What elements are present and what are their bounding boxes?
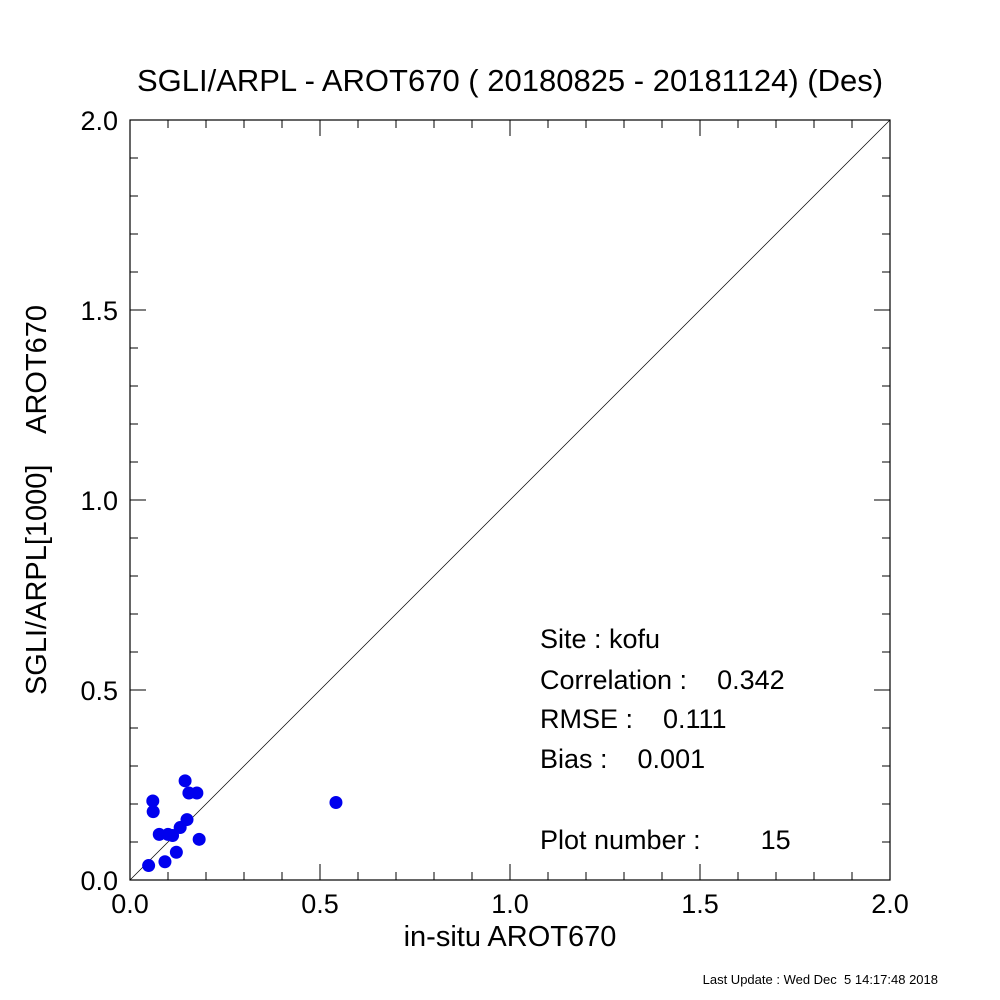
x-axis-label: in-situ AROT670 xyxy=(404,921,617,953)
minor-ticks xyxy=(130,120,890,880)
data-point xyxy=(329,795,343,809)
plot-number-annotation: Plot number : 15 xyxy=(540,825,791,855)
y-tick-label: 0.5 xyxy=(80,676,118,706)
y-tick-label: 1.5 xyxy=(80,296,118,326)
data-point xyxy=(146,794,160,808)
data-point xyxy=(178,774,192,788)
y-tick-labels: 0.0 0.5 1.0 1.5 2.0 xyxy=(80,106,118,896)
x-tick-labels: 0.0 0.5 1.0 1.5 2.0 xyxy=(111,889,909,919)
x-tick-label: 0.5 xyxy=(301,889,339,919)
x-tick-label: 1.5 xyxy=(681,889,719,919)
chart-title: SGLI/ARPL - AROT670 ( 20180825 - 2018112… xyxy=(137,63,883,98)
y-tick-label: 0.0 xyxy=(80,866,118,896)
bias-annotation: Bias : 0.001 xyxy=(540,744,705,774)
data-point xyxy=(142,859,156,873)
x-tick-label: 0.0 xyxy=(111,889,149,919)
data-point xyxy=(190,786,204,800)
data-point xyxy=(169,845,183,859)
plot-frame xyxy=(129,119,891,881)
correlation-annotation: Correlation : 0.342 xyxy=(540,665,785,695)
y-tick-label: 1.0 xyxy=(80,486,118,516)
data-point xyxy=(192,832,206,846)
y-tick-label: 2.0 xyxy=(80,106,118,136)
rmse-annotation: RMSE : 0.111 xyxy=(540,704,727,734)
x-tick-label: 2.0 xyxy=(871,889,909,919)
site-annotation: Site : kofu xyxy=(540,624,660,654)
x-tick-label: 1.0 xyxy=(491,889,529,919)
last-update-text: Last Update : Wed Dec 5 14:17:48 2018 xyxy=(703,972,938,987)
data-point xyxy=(158,855,172,869)
y-axis-label: SGLI/ARPL[1000] AROT670 xyxy=(21,305,53,695)
data-points xyxy=(142,774,343,873)
statistics-panel: Site : kofu Correlation : 0.342 RMSE : 0… xyxy=(540,624,791,855)
data-point xyxy=(180,813,194,827)
data-point xyxy=(146,805,160,819)
one-to-one-line xyxy=(129,119,891,881)
